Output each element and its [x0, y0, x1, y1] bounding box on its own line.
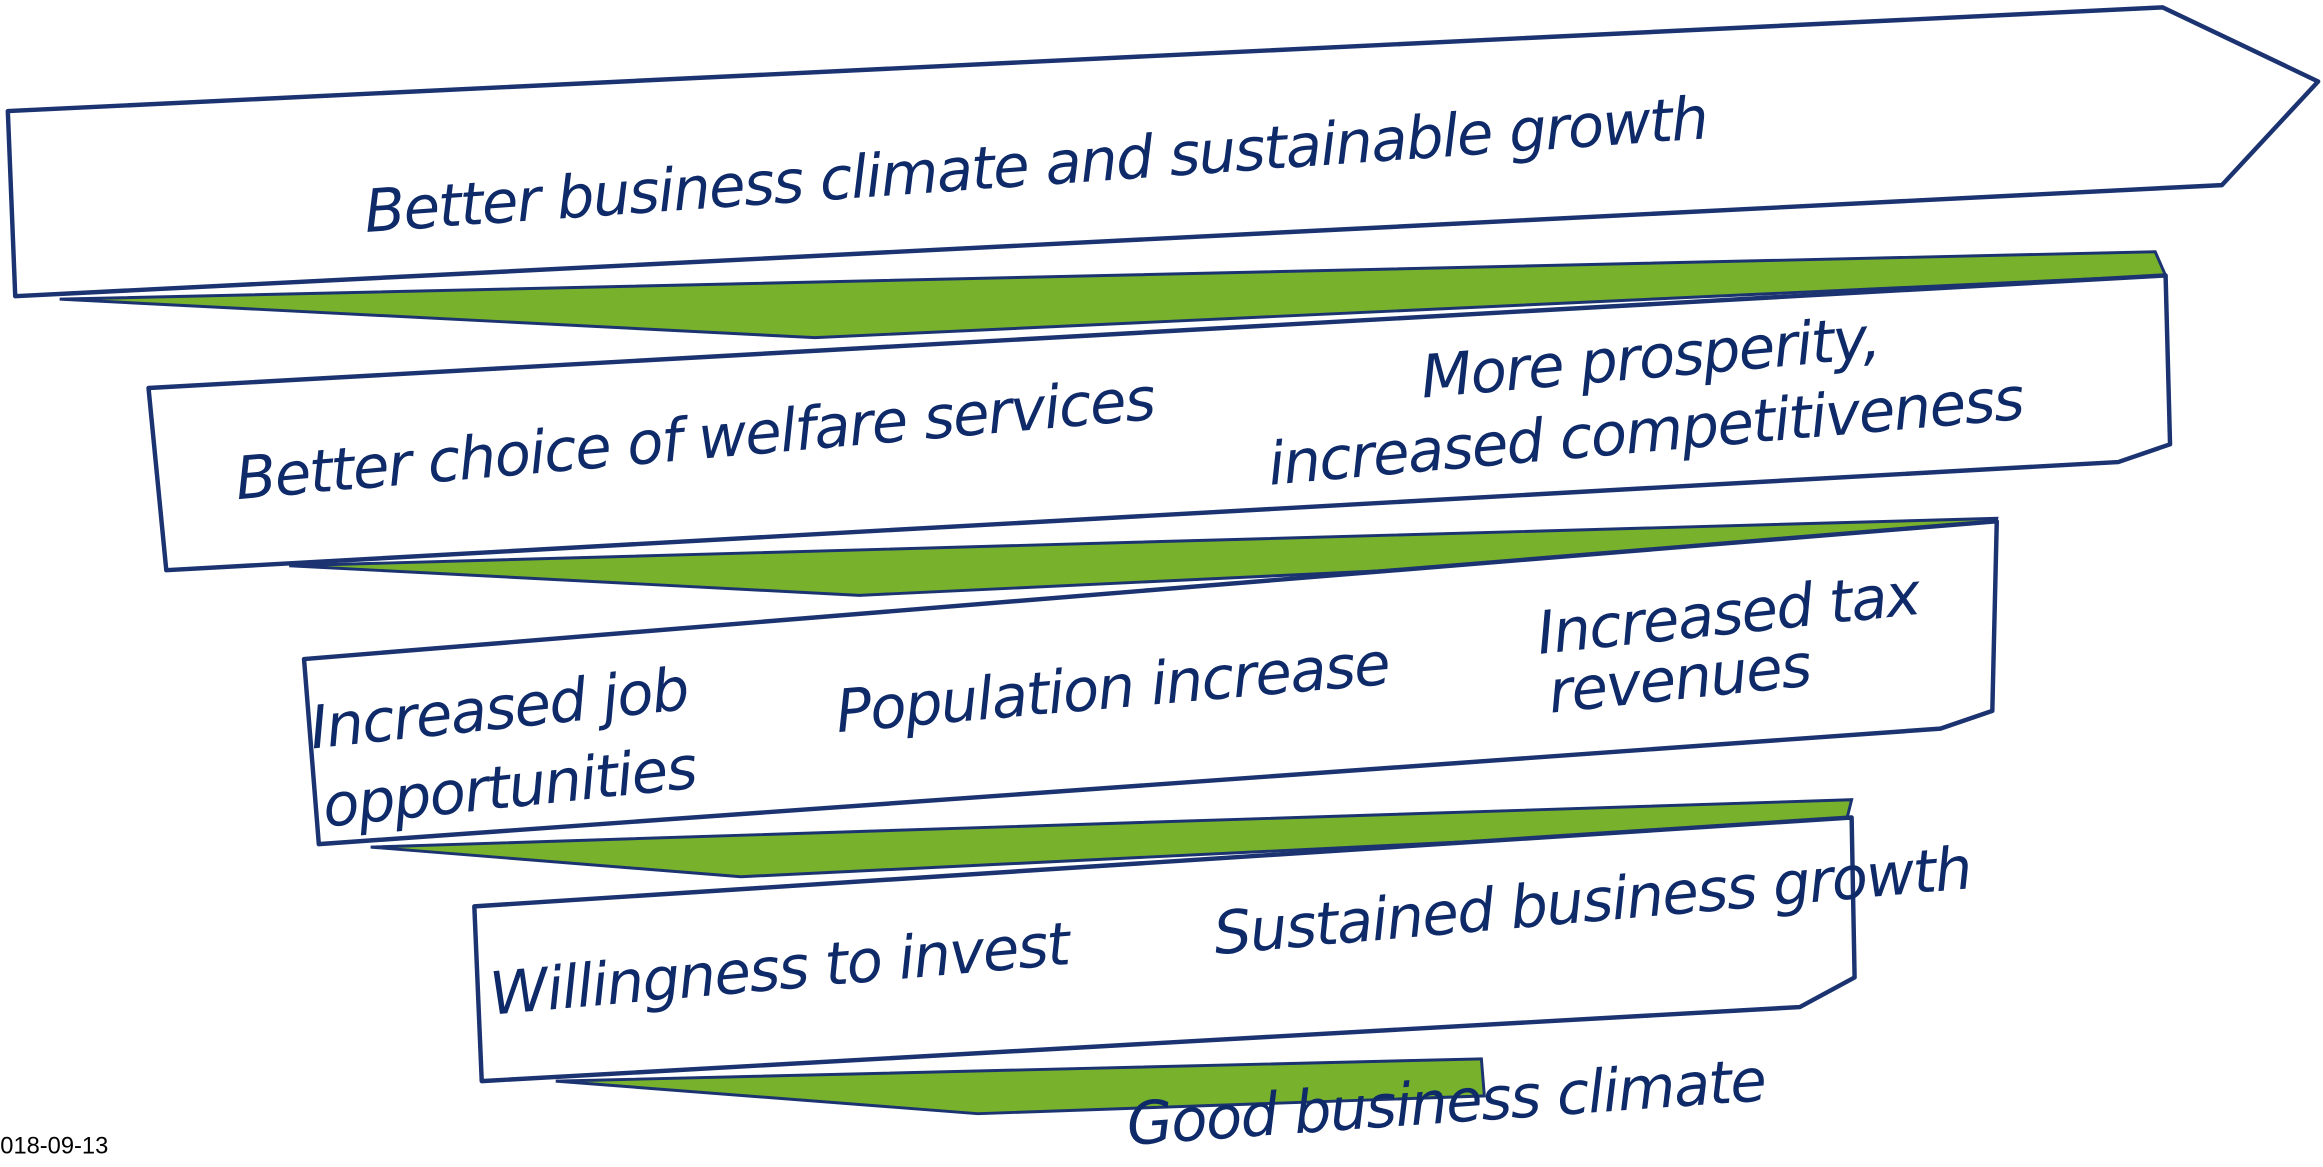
footer-date: 2018-09-13 [0, 1134, 108, 1160]
diagram: Better business climate and sustainable … [0, 0, 2323, 1167]
